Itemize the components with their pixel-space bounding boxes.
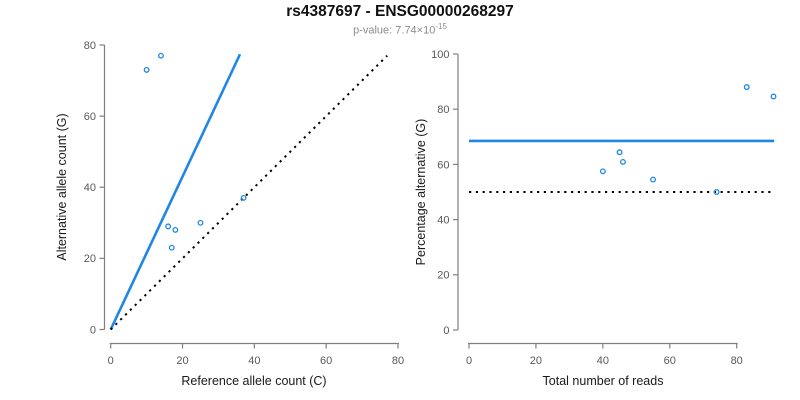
fit-line [109, 53, 242, 331]
data-point [599, 168, 606, 175]
x-axis-title: Reference allele count (C) [181, 374, 326, 388]
y-tick-label: 20 [84, 253, 96, 265]
x-tick-label: 80 [731, 355, 743, 367]
p-value-exponent: -15 [435, 22, 447, 31]
data-point [143, 66, 150, 73]
data-point [168, 244, 175, 251]
p-value-text: p-value: 7.74×10 [353, 24, 436, 37]
x-tick-label: 20 [176, 355, 188, 367]
data-point [770, 93, 777, 100]
data-point [197, 219, 204, 226]
y-tick-label: 100 [431, 49, 449, 61]
figure-title: rs4387697 - ENSG00000268297 [286, 3, 514, 20]
y-axis-title: Alternative allele count (G) [55, 113, 69, 260]
y-tick-label: 20 [437, 270, 449, 282]
data-point [165, 223, 172, 230]
x-tick-label: 40 [597, 355, 609, 367]
y-tick-label: 40 [84, 182, 96, 194]
data-point [172, 226, 179, 233]
figure-subtitle: p-value: 7.74×10-15 [0, 22, 800, 37]
data-point [650, 176, 656, 183]
data-point [616, 149, 623, 156]
data-point [158, 52, 164, 59]
x-tick-label: 80 [392, 355, 404, 367]
x-tick-label: 40 [248, 355, 260, 367]
y-tick-label: 60 [84, 111, 96, 123]
data-point [743, 84, 750, 91]
y-axis-title: Percentage alternative (G) [414, 119, 428, 266]
x-tick-label: 0 [108, 355, 114, 367]
y-tick-label: 0 [90, 324, 96, 336]
data-point [619, 158, 626, 165]
x-tick-label: 60 [664, 355, 676, 367]
x-tick-label: 0 [466, 355, 472, 367]
y-tick-label: 80 [84, 40, 96, 52]
x-axis-title: Total number of reads [543, 374, 664, 388]
identity-line [109, 54, 388, 331]
data-point [240, 194, 247, 201]
x-tick-label: 20 [530, 355, 542, 367]
x-tick-label: 60 [320, 355, 332, 367]
y-tick-label: 40 [437, 214, 449, 226]
y-tick-label: 80 [437, 104, 449, 116]
y-tick-label: 60 [437, 159, 449, 171]
y-tick-label: 0 [443, 325, 449, 337]
data-point [713, 189, 720, 195]
